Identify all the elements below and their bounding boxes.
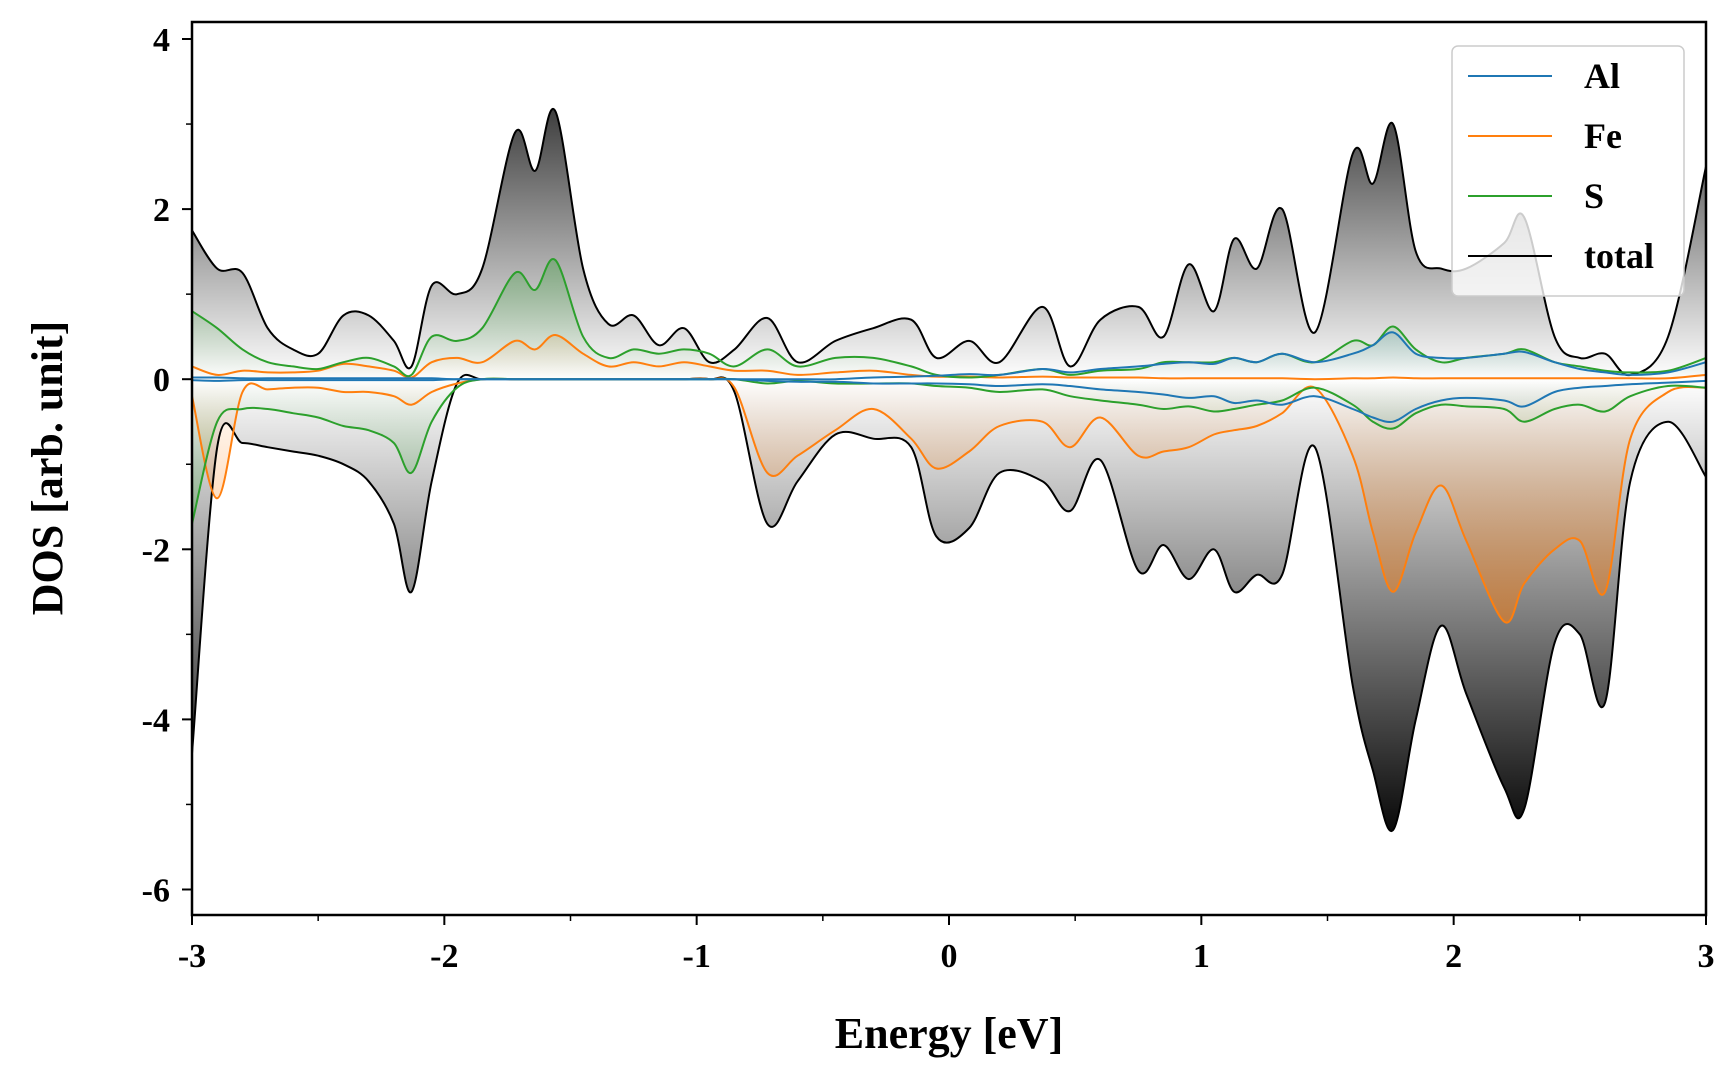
y-tick-label: 4	[153, 22, 170, 59]
al-spin-down-fill	[192, 379, 1706, 423]
al-spin-down-line	[191, 378, 1707, 424]
s-spin-up-fill	[192, 258, 1706, 380]
legend-al-label: Al	[1584, 56, 1620, 96]
y-tick-label: 2	[153, 192, 170, 229]
axis-ticks: -3 -2 -1 0 1 2 3 -6 -4 -2 0 2 4	[142, 22, 1715, 975]
s-spin-down-fill	[192, 378, 1706, 524]
y-tick-label: -4	[142, 702, 170, 739]
x-tick-label: -1	[683, 938, 711, 975]
series-lines	[191, 107, 1707, 832]
total-spin-down-fill	[192, 374, 1706, 832]
x-tick-label: 3	[1698, 938, 1715, 975]
x-tick-label: -3	[178, 938, 206, 975]
legend-s-label: S	[1584, 176, 1604, 216]
x-tick-label: 0	[941, 938, 958, 975]
x-tick-label: -2	[430, 938, 458, 975]
fe-spin-down-line	[191, 377, 1707, 624]
legend-fe-label: Fe	[1584, 116, 1622, 156]
al-spin-up-fill	[192, 332, 1706, 380]
x-tick-label: 2	[1445, 938, 1462, 975]
legend-total-label: total	[1584, 236, 1654, 276]
legend-frame	[1451, 45, 1685, 297]
y-tick-label: -2	[142, 532, 170, 569]
x-axis-label: Energy [eV]	[835, 1009, 1064, 1058]
x-tick-label: 1	[1193, 938, 1210, 975]
total-spin-down-line	[191, 373, 1707, 832]
al-spin-up-line	[191, 331, 1707, 381]
y-tick-label: 0	[153, 362, 170, 399]
total-spin-up-line	[191, 107, 1707, 376]
s-spin-up-line	[191, 258, 1707, 379]
y-axis-label: DOS [arb. unit]	[23, 321, 72, 616]
fill-areas	[192, 108, 1706, 832]
y-tick-label: -6	[142, 872, 170, 909]
